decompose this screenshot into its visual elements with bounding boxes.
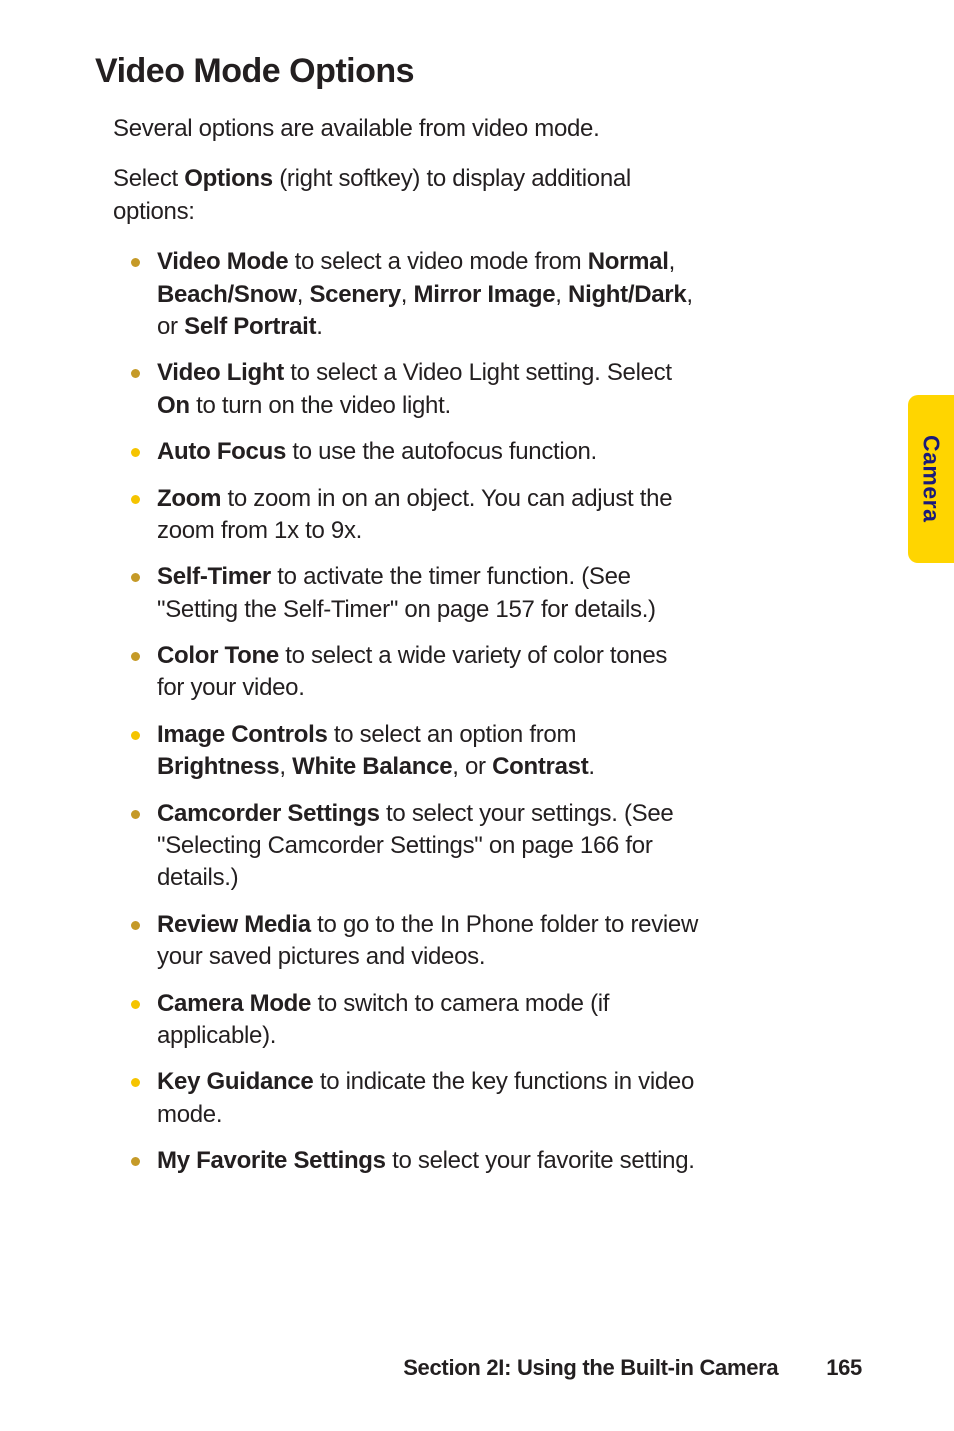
list-item: Auto Focus to use the autofocus function… — [113, 436, 700, 468]
intro2-bold: Options — [184, 165, 273, 192]
list-item: Video Light to select a Video Light sett… — [113, 357, 700, 422]
bold-term: Self-Timer — [157, 563, 271, 590]
bold-term: Brightness — [157, 753, 279, 780]
text-run: to zoom in on an object. You can adjust … — [157, 485, 672, 544]
bold-term: Contrast — [492, 753, 588, 780]
bold-term: Video Light — [157, 359, 284, 386]
list-item: Color Tone to select a wide variety of c… — [113, 640, 700, 705]
text-run: , — [297, 281, 310, 308]
text-run: . — [588, 753, 594, 780]
bold-term: My Favorite Settings — [157, 1147, 386, 1174]
page-number: 165 — [826, 1355, 862, 1381]
intro-line-2: Select Options (right softkey) to displa… — [113, 163, 700, 228]
bold-term: Image Controls — [157, 721, 328, 748]
page-content: Video Mode Options Several options are a… — [0, 0, 790, 1178]
text-run: , — [669, 248, 675, 275]
bold-term: Video Mode — [157, 248, 288, 275]
list-item: Key Guidance to indicate the key functio… — [113, 1066, 700, 1131]
bold-term: Camera Mode — [157, 990, 311, 1017]
bold-term: Color Tone — [157, 642, 279, 669]
text-run: to select an option from — [328, 721, 577, 748]
bold-term: Key Guidance — [157, 1068, 313, 1095]
options-list: Video Mode to select a video mode from N… — [113, 246, 700, 1177]
bold-term: Normal — [588, 248, 669, 275]
page-footer: Section 2I: Using the Built-in Camera 16… — [403, 1355, 862, 1381]
bold-term: Review Media — [157, 911, 311, 938]
bold-term: Beach/Snow — [157, 281, 297, 308]
text-run: , — [279, 753, 292, 780]
bold-term: Scenery — [309, 281, 400, 308]
text-run: to select your favorite setting. — [386, 1147, 695, 1174]
text-run: to select a video mode from — [288, 248, 587, 275]
text-run: , — [401, 281, 414, 308]
footer-section-text: Section 2I: Using the Built-in Camera — [403, 1355, 778, 1380]
list-item: My Favorite Settings to select your favo… — [113, 1145, 700, 1177]
side-tab-label: Camera — [918, 435, 945, 522]
intro2-pre: Select — [113, 165, 184, 192]
text-run: to use the autofocus function. — [286, 438, 597, 465]
text-run: . — [316, 313, 322, 340]
bold-term: On — [157, 392, 190, 419]
list-item: Zoom to zoom in on an object. You can ad… — [113, 483, 700, 548]
bold-term: Auto Focus — [157, 438, 286, 465]
bold-term: White Balance — [292, 753, 452, 780]
list-item: Self-Timer to activate the timer functio… — [113, 561, 700, 626]
bold-term: Zoom — [157, 485, 221, 512]
list-item: Camera Mode to switch to camera mode (if… — [113, 988, 700, 1053]
list-item: Review Media to go to the In Phone folde… — [113, 909, 700, 974]
text-run: , — [555, 281, 568, 308]
text-run: to turn on the video light. — [190, 392, 451, 419]
bold-term: Mirror Image — [414, 281, 556, 308]
list-item: Image Controls to select an option from … — [113, 719, 700, 784]
bold-term: Night/Dark — [568, 281, 686, 308]
intro-line-1: Several options are available from video… — [113, 113, 700, 145]
text-run: , or — [452, 753, 492, 780]
bold-term: Camcorder Settings — [157, 800, 380, 827]
bold-term: Self Portrait — [184, 313, 316, 340]
list-item: Camcorder Settings to select your settin… — [113, 798, 700, 895]
list-item: Video Mode to select a video mode from N… — [113, 246, 700, 343]
section-heading: Video Mode Options — [95, 52, 700, 91]
text-run: to select a Video Light setting. Select — [284, 359, 672, 386]
side-tab-camera: Camera — [908, 395, 954, 563]
